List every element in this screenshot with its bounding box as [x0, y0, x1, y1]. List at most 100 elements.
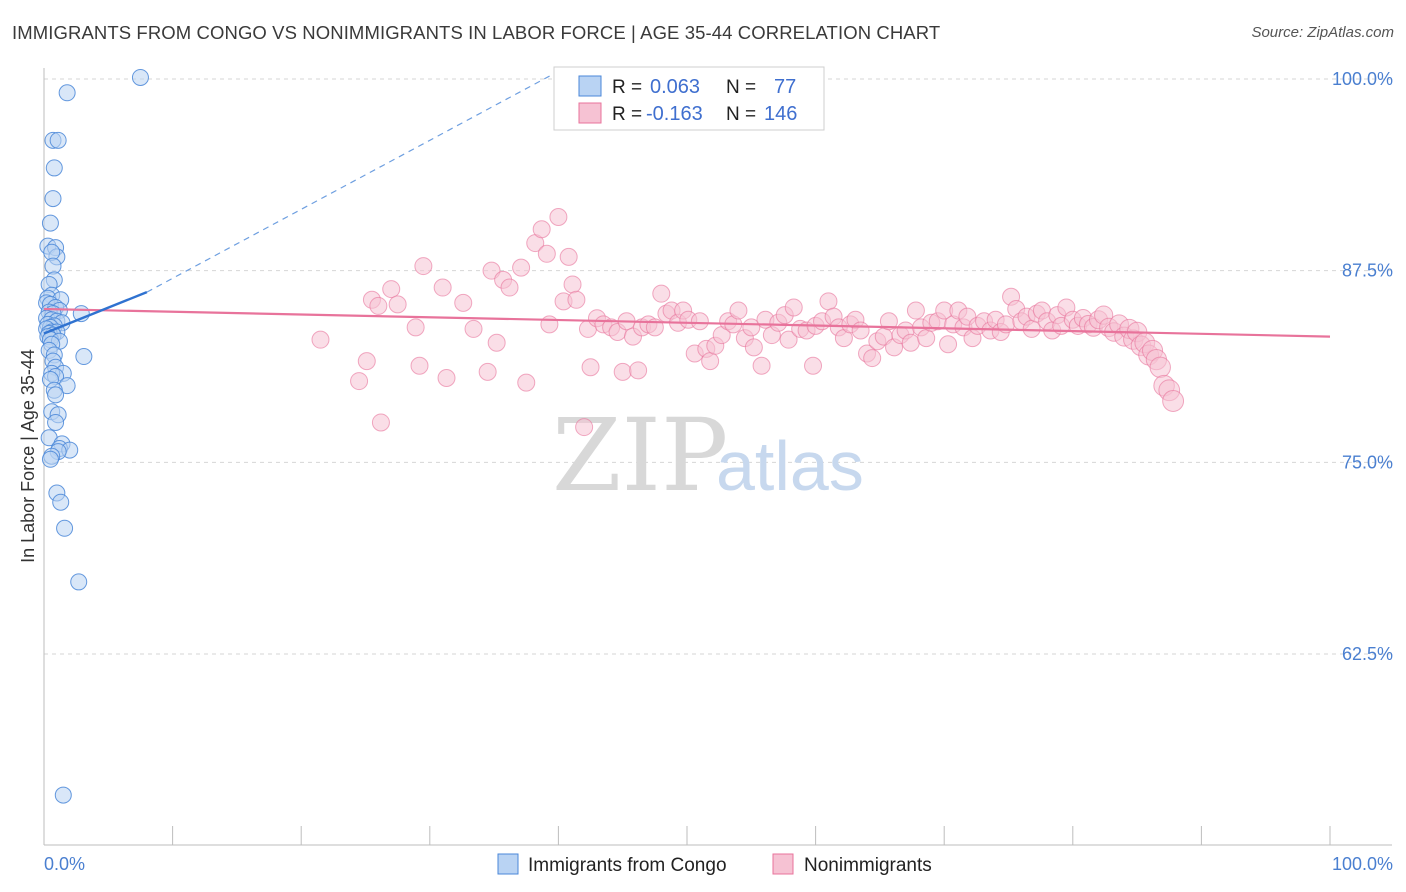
point-nonimmigrants-13: [454, 293, 473, 312]
point-nonimmigrants-14: [464, 319, 483, 338]
point-nonimmigrants-93: [917, 329, 936, 348]
point-nonimmigrants-69: [784, 298, 803, 317]
source-label: Source: ZipAtlas.com: [1251, 24, 1394, 41]
point-nonimmigrants-28: [559, 247, 578, 266]
y-axis-label: In Labor Force | Age 35-44: [18, 349, 38, 563]
point-congo-64: [56, 519, 74, 537]
point-nonimmigrants-140: [1149, 356, 1171, 378]
point-congo-42: [75, 348, 93, 366]
point-nonimmigrants-19: [500, 278, 519, 297]
point-nonimmigrants-7: [388, 295, 407, 314]
point-congo-3: [49, 131, 67, 149]
y-tick-label-2: 87.5%: [1342, 261, 1393, 281]
stats-r-label-pink: R =: [612, 104, 642, 125]
point-nonimmigrants-15: [478, 362, 497, 381]
point-congo-54: [47, 413, 65, 431]
point-nonimmigrants-8: [406, 318, 425, 337]
stats-legend-swatch-blue: [578, 75, 602, 97]
point-nonimmigrants-23: [532, 220, 551, 239]
point-nonimmigrants-5: [371, 413, 390, 432]
point-congo-0: [131, 68, 149, 86]
point-nonimmigrants-75: [819, 292, 838, 311]
legend-label-nonimmigrants: Nonimmigrants: [804, 855, 932, 876]
x-tick-label-0: 0.0%: [44, 854, 85, 874]
point-nonimmigrants-24: [537, 244, 556, 263]
point-nonimmigrants-81: [851, 321, 870, 340]
point-nonimmigrants-21: [517, 373, 536, 392]
trend-congo: [43, 291, 148, 335]
point-congo-1: [58, 84, 76, 102]
watermark-atlas: atlas: [716, 427, 864, 505]
point-nonimmigrants-97: [939, 335, 958, 354]
point-nonimmigrants-1: [350, 372, 369, 391]
point-nonimmigrants-68: [779, 330, 798, 349]
legend-label-congo: Immigrants from Congo: [528, 855, 727, 876]
point-nonimmigrants-90: [901, 333, 920, 352]
trend-nonimmigrants: [43, 307, 1331, 338]
point-nonimmigrants-10: [414, 257, 433, 276]
stats-legend-swatch-pink: [578, 102, 602, 124]
y-tick-label-0: 62.5%: [1342, 644, 1393, 664]
point-nonimmigrants-6: [382, 280, 401, 299]
point-nonimmigrants-63: [752, 356, 771, 375]
point-congo-63: [52, 493, 70, 511]
point-congo-66: [54, 786, 72, 804]
stats-n-label-pink: N =: [726, 104, 756, 125]
point-nonimmigrants-91: [906, 301, 925, 320]
point-nonimmigrants-45: [652, 284, 671, 303]
stats-n-value-blue: 77: [774, 76, 796, 98]
point-nonimmigrants-25: [540, 315, 559, 334]
point-nonimmigrants-143: [1162, 390, 1185, 412]
legend-swatch-congo: [497, 853, 519, 875]
point-nonimmigrants-72: [804, 356, 823, 375]
point-congo-4: [45, 159, 63, 177]
point-congo-51: [47, 386, 65, 404]
point-nonimmigrants-17: [487, 333, 506, 352]
stats-r-value-blue: 0.063: [650, 76, 700, 98]
point-nonimmigrants-12: [437, 369, 456, 387]
point-nonimmigrants-33: [581, 358, 600, 377]
chart-title: IMMIGRANTS FROM CONGO VS NONIMMIGRANTS I…: [12, 22, 941, 43]
point-nonimmigrants-11: [433, 278, 452, 297]
stats-legend: R = 0.063 N = 77 R = -0.163 N = 146: [553, 66, 825, 131]
point-nonimmigrants-59: [729, 301, 748, 320]
point-nonimmigrants-30: [567, 290, 586, 309]
point-nonimmigrants-31: [575, 418, 594, 437]
trend-congo-extension: [146, 70, 559, 293]
stats-n-label-blue: N =: [726, 77, 756, 98]
y-tick-label-3: 100.0%: [1332, 69, 1393, 89]
trend-lines-front: [43, 291, 1331, 338]
stats-r-value-pink: -0.163: [646, 103, 703, 125]
x-tick-label-1: 100.0%: [1332, 854, 1393, 874]
y-tick-label-1: 75.0%: [1342, 452, 1393, 472]
stats-r-label-blue: R =: [612, 77, 642, 98]
watermark-zip: ZIP: [552, 397, 728, 514]
watermark: ZIP atlas: [552, 397, 864, 514]
point-nonimmigrants-2: [357, 352, 376, 371]
point-congo-5: [44, 190, 62, 208]
point-nonimmigrants-54: [701, 352, 720, 371]
point-congo-61: [41, 450, 59, 468]
point-nonimmigrants-26: [549, 208, 568, 226]
series-legend: Immigrants from Congo Nonimmigrants: [497, 853, 932, 876]
point-nonimmigrants-29: [563, 275, 582, 294]
point-nonimmigrants-86: [879, 312, 898, 331]
point-nonimmigrants-4: [369, 296, 388, 315]
point-nonimmigrants-0: [311, 330, 330, 349]
point-nonimmigrants-52: [690, 312, 709, 331]
gridlines: [44, 78, 1392, 655]
tick-labels: 62.5% 75.0% 87.5% 100.0% 0.0% 100.0%: [44, 69, 1393, 874]
point-congo-65: [70, 573, 88, 591]
stats-n-value-pink: 146: [764, 103, 797, 125]
point-nonimmigrants-38: [613, 362, 632, 381]
legend-swatch-nonimmigrants: [772, 853, 794, 875]
point-nonimmigrants-83: [863, 349, 882, 368]
point-nonimmigrants-41: [629, 361, 648, 380]
point-nonimmigrants-62: [744, 338, 763, 357]
trend-lines-back: [146, 70, 559, 293]
point-nonimmigrants-20: [512, 258, 531, 277]
point-nonimmigrants-113: [1022, 319, 1041, 338]
point-congo-6: [41, 214, 59, 232]
point-nonimmigrants-9: [410, 356, 429, 375]
